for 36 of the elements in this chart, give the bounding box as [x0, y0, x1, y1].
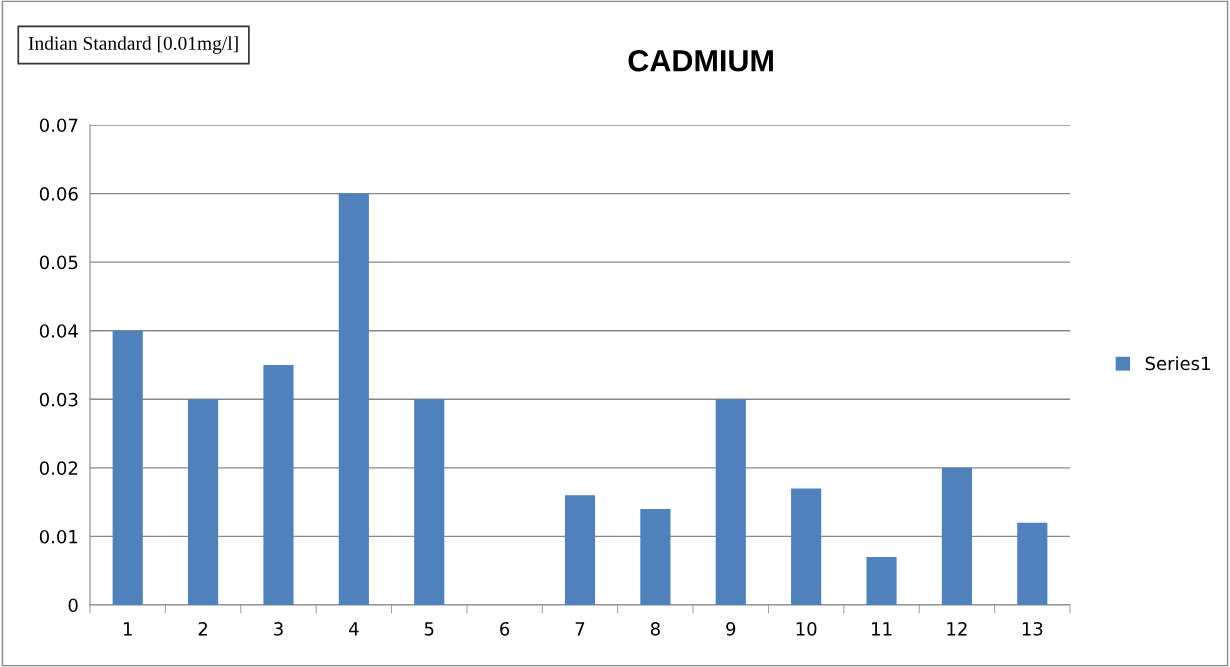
bar: [188, 399, 219, 605]
x-tick-label: 3: [274, 621, 283, 636]
x-tick-label: 6: [500, 621, 510, 636]
x-tick-label: 12: [947, 621, 967, 636]
y-tick-label: 0.03: [39, 392, 78, 407]
bar: [1017, 522, 1048, 605]
y-tick-label: 0.07: [39, 118, 78, 133]
x-tick-label: 9: [726, 621, 736, 636]
bar: [564, 495, 596, 605]
bar: [112, 330, 143, 605]
bar: [640, 509, 671, 605]
y-tick-label: 0.02: [39, 461, 78, 475]
bar: [791, 488, 822, 605]
text: Indian Standard [0.01mg/l]: [28, 36, 238, 54]
bar: [263, 365, 294, 605]
bar: [338, 193, 369, 605]
y-tick-label: 0.01: [39, 529, 78, 544]
legend-label: Series1: [1145, 356, 1210, 371]
x-tick-label: 10: [796, 621, 817, 636]
x-tick-label: 8: [650, 621, 660, 636]
x-tick-label: 7: [575, 622, 585, 636]
y-tick-label: 0: [68, 598, 78, 613]
bar: [941, 467, 972, 605]
x-tick-label: 1: [123, 622, 132, 636]
x-tick-label: 5: [424, 622, 434, 636]
bar: [414, 399, 445, 605]
bar: [715, 399, 746, 605]
x-tick-label: 2: [198, 621, 208, 636]
chart-title: CADMIUM: [628, 49, 773, 72]
y-tick-label: 0.06: [39, 187, 78, 201]
bar: [866, 557, 897, 605]
y-tick-label: 0.05: [39, 255, 78, 270]
x-tick-label: 11: [872, 622, 892, 636]
x-tick-label: 4: [348, 622, 359, 636]
x-tick-label: 13: [1022, 621, 1043, 636]
y-tick-label: 0.04: [39, 324, 78, 338]
